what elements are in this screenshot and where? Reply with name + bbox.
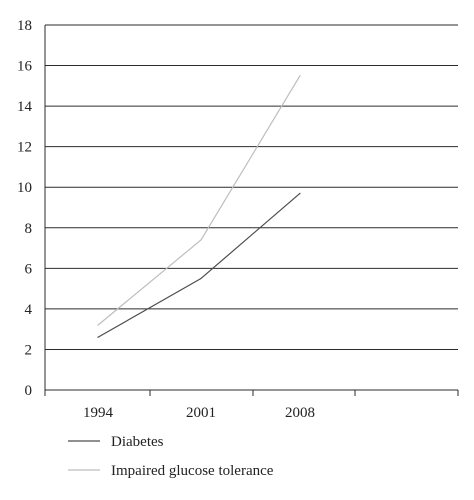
legend-label-diabetes: Diabetes (111, 434, 164, 450)
y-tick-label-18: 18 (17, 18, 32, 34)
y-tick-label-8: 8 (25, 221, 33, 237)
y-tick-label-2: 2 (25, 342, 33, 358)
legend: Diabetes Impaired glucose tolerance (68, 434, 274, 479)
gridlines (45, 24, 458, 350)
legend-label-impaired-glucose-tolerance: Impaired glucose tolerance (111, 463, 274, 479)
x-tick-label-2008: 2008 (285, 405, 315, 421)
y-tick-label-10: 10 (17, 180, 32, 196)
data-point (97, 324, 99, 326)
y-tick-label-14: 14 (17, 99, 33, 115)
y-tick-label-16: 16 (17, 59, 33, 75)
data-point (299, 192, 301, 194)
x-tick-label-1994: 1994 (83, 405, 114, 421)
data-point (200, 239, 202, 241)
x-tick-label-2001: 2001 (186, 405, 216, 421)
series-line-impaired-glucose-tolerance (97, 75, 301, 326)
y-tick-labels: 0 2 4 6 8 10 12 14 16 18 (17, 18, 33, 399)
series-lines (97, 75, 301, 338)
y-tick-label-0: 0 (25, 383, 33, 399)
x-tick-labels: 1994 2001 2008 (83, 405, 315, 421)
data-point (97, 336, 99, 338)
series-line-diabetes (97, 192, 301, 338)
data-point (299, 75, 301, 77)
y-tick-label-12: 12 (17, 140, 32, 156)
y-tick-label-6: 6 (25, 261, 33, 277)
y-tick-label-4: 4 (25, 302, 33, 318)
axes (44, 25, 459, 396)
data-point (200, 277, 202, 280)
